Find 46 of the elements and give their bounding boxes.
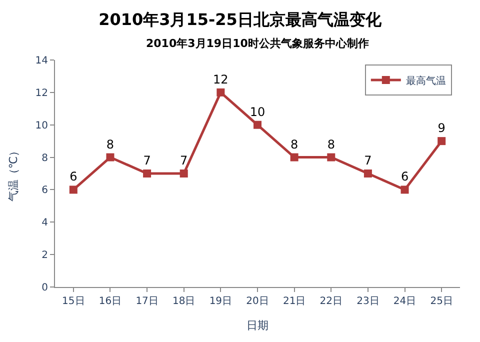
data-label: 8: [290, 137, 298, 152]
x-tick-label: 23日: [356, 296, 380, 307]
point: [327, 153, 336, 162]
x-tick-label: 18日: [172, 296, 196, 307]
y-axis-title: 气温（℃）: [6, 145, 20, 202]
x-tick-label: 22日: [320, 296, 343, 307]
x-tick-label: 16日: [98, 296, 122, 307]
point: [364, 170, 372, 178]
x-tick-label: 21日: [282, 296, 306, 307]
point: [254, 120, 262, 129]
y-tick-label: 4: [42, 218, 48, 229]
y-tick-label: 12: [35, 88, 48, 99]
x-axis-title: 日期: [246, 319, 268, 332]
y-tick-label: 6: [42, 185, 48, 196]
y-tick-label: 8: [42, 152, 48, 164]
x-tick-label: 17日: [136, 296, 158, 307]
data-label: 6: [70, 170, 78, 184]
data-label: 7: [364, 154, 372, 168]
x-tick-label: 15日: [62, 296, 85, 307]
chart-title: 2010年3月15-25日北京最高气温变化: [98, 10, 382, 29]
data-label: 12: [213, 72, 228, 86]
chart-subtitle: 2010年3月19日10时公共气象服务中心制作: [146, 37, 369, 50]
y-tick-label: 10: [35, 120, 48, 132]
point: [438, 137, 446, 146]
data-label: 10: [250, 104, 266, 119]
point: [400, 186, 409, 194]
point: [290, 153, 298, 162]
point: [143, 170, 152, 178]
point: [216, 88, 225, 96]
data-label: 6: [400, 170, 409, 184]
data-label: 7: [143, 154, 151, 168]
y-tick-label: 0: [42, 282, 48, 294]
point: [69, 186, 78, 194]
data-label: 9: [438, 121, 446, 136]
legend-label: 最高气温: [406, 74, 446, 87]
x-tick-label: 20日: [246, 296, 269, 307]
data-label: 7: [180, 154, 188, 168]
point: [180, 170, 188, 178]
x-tick-label: 24日: [393, 296, 416, 307]
data-label: 8: [106, 137, 114, 152]
point: [106, 153, 114, 162]
x-tick-label: 25日: [430, 296, 453, 307]
x-tick-label: 19日: [209, 296, 232, 307]
y-tick-label: 14: [35, 56, 48, 66]
data-label: 8: [327, 137, 335, 152]
y-tick-label: 2: [42, 250, 48, 262]
